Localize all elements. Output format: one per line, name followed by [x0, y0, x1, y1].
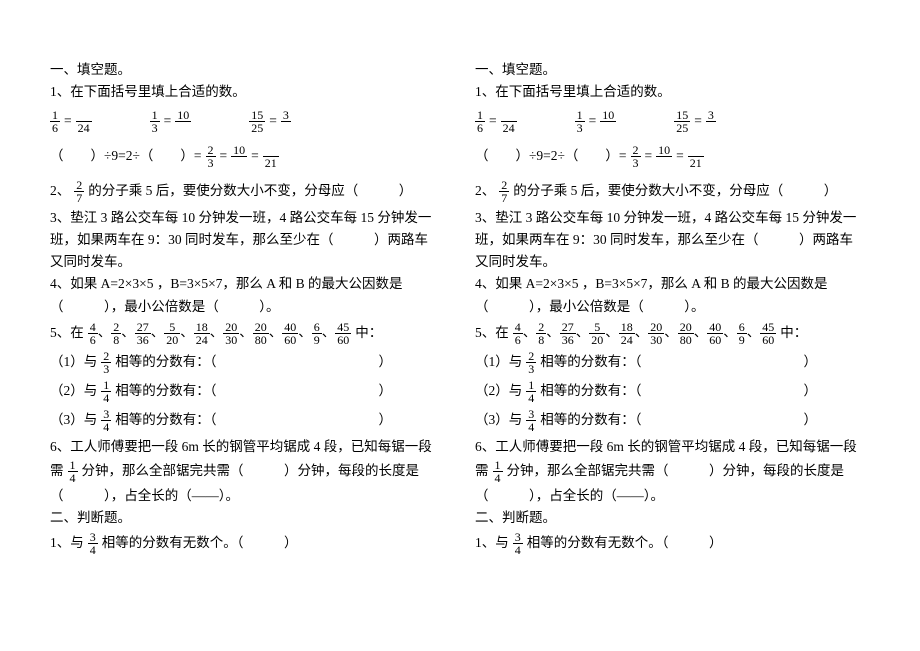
q4-l2: （ ），最小公倍数是（ ）。 [50, 297, 445, 317]
frac-10-blank2: 10 [231, 144, 247, 169]
q5-list: 5、在 46、28、2736、520、1824、2030、2080、4060、6… [475, 321, 870, 346]
q1-row1: 16 = 24 13 = 10 1525 = 3 [50, 109, 445, 134]
q5-frac-9: 4560 [760, 321, 776, 346]
j1: 1、与 34 相等的分数有无数个。（ ） [475, 531, 870, 556]
frac-10-blank: 10 [600, 109, 616, 134]
frac-10-blank: 10 [175, 109, 191, 134]
q5-frac-3: 520 [164, 321, 180, 346]
q3-l1: 3、垫江 3 路公交车每 10 分钟发一班，4 路公交车每 15 分钟发一 [50, 208, 445, 228]
q3-l2: 班，如果两车在 9：30 同时发车，那么至少在（ ）两路车 [50, 230, 445, 250]
frac-3-blank: 3 [706, 109, 716, 134]
frac-blank-24: 24 [76, 109, 92, 134]
q1-label: 1、在下面括号里填上合适的数。 [50, 82, 445, 102]
q3-l3: 又同时发车。 [475, 252, 870, 272]
q5-frac-0: 46 [513, 321, 523, 346]
frac-2-7: 27 [499, 179, 509, 204]
q5-2: （2）与 14 相等的分数有：（ ） [475, 379, 870, 404]
q5-frac-7: 4060 [707, 321, 723, 346]
q6-l2: 需 14 分钟，那么全部锯完共需（ ）分钟，每段的长度是 [475, 459, 870, 484]
q6-l1: 6、工人师傅要把一段 6m 长的钢管平均锯成 4 段，已知每锯一段 [475, 437, 870, 457]
q5-frac-6: 2080 [253, 321, 269, 346]
frac-1-6: 16 [475, 109, 485, 134]
q5-frac-5: 2030 [223, 321, 239, 346]
q5-frac-4: 1824 [194, 321, 210, 346]
q5-frac-9: 4560 [335, 321, 351, 346]
q5-frac-3: 520 [589, 321, 605, 346]
q2: 2、 27 的分子乘 5 后，要使分数大小不变，分母应（ ） [475, 179, 870, 204]
frac-15-25: 1525 [674, 109, 690, 134]
q5-frac-2: 2736 [560, 321, 576, 346]
q5-frac-0: 46 [88, 321, 98, 346]
section-2-title: 二、判断题。 [50, 508, 445, 528]
left-column: 一、填空题。 1、在下面括号里填上合适的数。 16 = 24 13 = 10 1… [35, 60, 460, 621]
section-1-title: 一、填空题。 [50, 60, 445, 80]
q4-l1: 4、如果 A=2×3×5 ，B=3×5×7，那么 A 和 B 的最大公因数是 [50, 274, 445, 294]
frac-1-3: 13 [150, 109, 160, 134]
frac-blank-21: 21 [263, 144, 279, 169]
q5-frac-1: 28 [111, 321, 121, 346]
frac-3-blank: 3 [281, 109, 291, 134]
q6-l1: 6、工人师傅要把一段 6m 长的钢管平均锯成 4 段，已知每锯一段 [50, 437, 445, 457]
q5-frac-7: 4060 [282, 321, 298, 346]
q5-frac-2: 2736 [135, 321, 151, 346]
q5-1: （1）与 23 相等的分数有：（ ） [50, 350, 445, 375]
q3-l3: 又同时发车。 [50, 252, 445, 272]
right-column: 一、填空题。 1、在下面括号里填上合适的数。 16 = 24 13 = 10 1… [460, 60, 885, 621]
q1-row2: （ ）÷9=2÷（ ）= 23 = 10 = 21 [475, 144, 870, 169]
q5-frac-5: 2030 [648, 321, 664, 346]
q3-l1: 3、垫江 3 路公交车每 10 分钟发一班，4 路公交车每 15 分钟发一 [475, 208, 870, 228]
q4-l1: 4、如果 A=2×3×5 ，B=3×5×7，那么 A 和 B 的最大公因数是 [475, 274, 870, 294]
q5-2: （2）与 14 相等的分数有：（ ） [50, 379, 445, 404]
q5-3: （3）与 34 相等的分数有：（ ） [50, 408, 445, 433]
q5-frac-6: 2080 [678, 321, 694, 346]
frac-1-3: 13 [575, 109, 585, 134]
q5-frac-1: 28 [536, 321, 546, 346]
q2: 2、 27 的分子乘 5 后，要使分数大小不变，分母应（ ） [50, 179, 445, 204]
section-2-title: 二、判断题。 [475, 508, 870, 528]
frac-2-3: 23 [206, 144, 216, 169]
q5-frac-8: 69 [737, 321, 747, 346]
q1-row2: （ ）÷9=2÷（ ）= 23 = 10 = 21 [50, 144, 445, 169]
q6-l2: 需 14 分钟，那么全部锯完共需（ ）分钟，每段的长度是 [50, 459, 445, 484]
frac-1-6: 16 [50, 109, 60, 134]
frac-2-7: 27 [74, 179, 84, 204]
q6-l3: （ ），占全长的（——）。 [475, 486, 870, 506]
frac-15-25: 1525 [249, 109, 265, 134]
q6-l3: （ ），占全长的（——）。 [50, 486, 445, 506]
q1-row1: 16 = 24 13 = 10 1525 = 3 [475, 109, 870, 134]
q5-frac-4: 1824 [619, 321, 635, 346]
q5-1: （1）与 23 相等的分数有：（ ） [475, 350, 870, 375]
q5-frac-8: 69 [312, 321, 322, 346]
q5-3: （3）与 34 相等的分数有：（ ） [475, 408, 870, 433]
frac-10-blank2: 10 [656, 144, 672, 169]
section-1-title: 一、填空题。 [475, 60, 870, 80]
q1-label: 1、在下面括号里填上合适的数。 [475, 82, 870, 102]
j1: 1、与 34 相等的分数有无数个。（ ） [50, 531, 445, 556]
q3-l2: 班，如果两车在 9：30 同时发车，那么至少在（ ）两路车 [475, 230, 870, 250]
q5-list: 5、在 46、28、2736、520、1824、2030、2080、4060、6… [50, 321, 445, 346]
frac-blank-21: 21 [688, 144, 704, 169]
q4-l2: （ ），最小公倍数是（ ）。 [475, 297, 870, 317]
frac-2-3: 23 [631, 144, 641, 169]
frac-blank-24: 24 [501, 109, 517, 134]
